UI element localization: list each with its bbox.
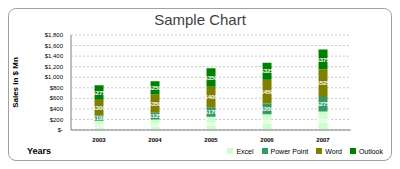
svg-text:$325: $325 xyxy=(260,68,274,74)
svg-text:2006: 2006 xyxy=(260,137,274,143)
html-text:Power Point: Power Point xyxy=(270,147,309,155)
svg-text:$800: $800 xyxy=(50,85,64,91)
svg-text:$170: $170 xyxy=(204,109,218,115)
html-text:Years: Years xyxy=(27,146,51,156)
svg-text:$300: $300 xyxy=(92,105,106,111)
svg-text:$200: $200 xyxy=(148,122,162,128)
svg-text:$200: $200 xyxy=(50,117,64,123)
svg-text:$1,800: $1,800 xyxy=(45,32,64,38)
svg-text:2003: 2003 xyxy=(92,137,106,143)
svg-text:$600: $600 xyxy=(50,95,64,101)
svg-text:$275: $275 xyxy=(92,90,106,96)
svg-text:2007: 2007 xyxy=(316,137,330,143)
html-text:Excel: Excel xyxy=(236,147,254,155)
svg-text:$250: $250 xyxy=(204,121,218,127)
svg-text:Sales in $ Mn: Sales in $ Mn xyxy=(11,57,20,108)
svg-text:$450: $450 xyxy=(260,89,274,95)
svg-text:$400: $400 xyxy=(204,94,218,100)
svg-text:$375: $375 xyxy=(316,57,330,63)
svg-text:$1,200: $1,200 xyxy=(45,64,64,70)
svg-text:$200: $200 xyxy=(260,106,274,112)
svg-text:2005: 2005 xyxy=(204,137,218,143)
svg-text:$525: $525 xyxy=(316,80,330,86)
svg-text:$-: $- xyxy=(58,127,63,133)
html-text:Word: Word xyxy=(325,147,342,155)
svg-text:$1,000: $1,000 xyxy=(45,74,64,80)
svg-text:$125: $125 xyxy=(148,113,162,119)
html-text:Outlook: Outlook xyxy=(358,147,383,155)
svg-text:$350: $350 xyxy=(148,101,162,107)
svg-text:$350: $350 xyxy=(316,118,330,124)
svg-text:$1,400: $1,400 xyxy=(45,53,64,59)
svg-text:$175: $175 xyxy=(92,123,106,129)
svg-text:$275: $275 xyxy=(316,101,330,107)
svg-text:$350: $350 xyxy=(204,75,218,81)
svg-text:2004: 2004 xyxy=(148,137,162,143)
svg-text:$1,600: $1,600 xyxy=(45,43,64,49)
svg-text:$100: $100 xyxy=(92,115,106,121)
svg-text:$400: $400 xyxy=(50,106,64,112)
html-text:Sample Chart: Sample Chart xyxy=(154,11,246,28)
svg-text:$300: $300 xyxy=(260,119,274,125)
svg-text:$250: $250 xyxy=(148,85,162,91)
